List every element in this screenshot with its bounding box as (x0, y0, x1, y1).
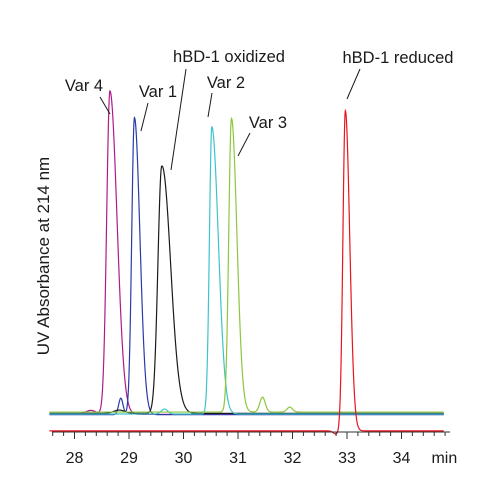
trace-group (49, 89, 444, 435)
trace-var-2 (49, 125, 444, 415)
annotation-label: Var 1 (139, 83, 177, 101)
x-axis-ticks: 28 29 30 31 32 33 34 (52, 432, 446, 467)
trace-var-1 (49, 116, 444, 416)
peak-annotations: Var 4 Var 1 hBD-1 oxidized Var 2 Var 3 hBD-1 … (65, 48, 454, 171)
trace-var-3 (49, 116, 444, 413)
x-tick-label: 33 (338, 450, 356, 467)
trace-hbd-1-oxidized (49, 165, 444, 414)
annotation-label: Var 4 (65, 77, 103, 95)
annotation-label: hBD-1 oxidized (173, 48, 285, 66)
x-tick-label: 29 (120, 450, 138, 467)
annotation-leader-line (346, 68, 361, 100)
x-tick-label: 34 (393, 450, 411, 467)
x-axis-label: min (431, 450, 457, 467)
y-axis-label: UV Absorbance at 214 nm (34, 157, 53, 355)
x-tick-label: 30 (175, 450, 193, 467)
annotation-leader-line (140, 102, 149, 132)
annotation-label: Var 2 (207, 74, 245, 92)
x-tick-label: 31 (229, 450, 247, 467)
annotation-leader-line (170, 68, 187, 171)
annotation-leader-line (237, 132, 251, 157)
annotation-label: hBD-1 reduced (343, 49, 454, 67)
x-tick-label: 32 (284, 450, 302, 467)
annotation-leader-line (207, 92, 213, 118)
annotation-label: Var 3 (249, 114, 287, 132)
annotation-leader-line (99, 96, 111, 115)
x-tick-label: 28 (66, 450, 84, 467)
trace-hbd-1-reduced (49, 108, 444, 435)
